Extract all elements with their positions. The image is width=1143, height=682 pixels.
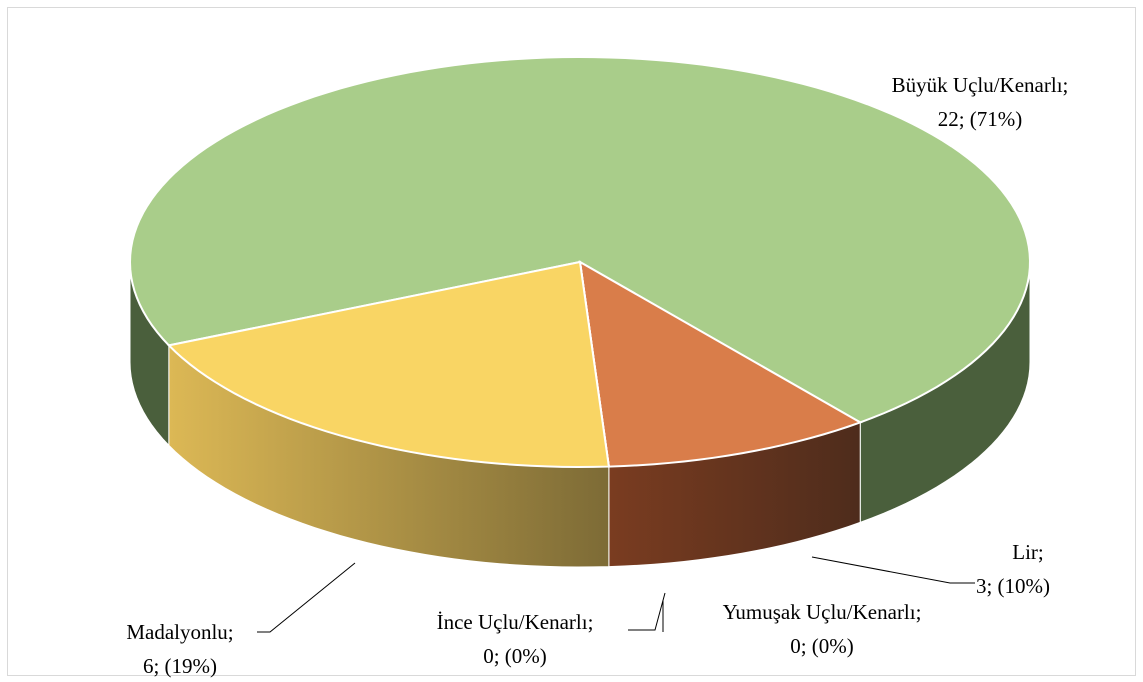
slice (578, 260, 863, 468)
data-label-name: İnce Uçlu/Kenarlı; (437, 610, 594, 634)
data-label-name: Lir; (1012, 540, 1044, 564)
data-label-value: 0; (0%) (483, 644, 547, 668)
data-label-name: Büyük Uçlu/Kenarlı; (892, 73, 1069, 97)
leader-line (257, 562, 356, 633)
leader-line (811, 556, 975, 584)
leader-line (628, 592, 666, 631)
data-label-value: 3; (10%) (976, 574, 1050, 598)
slice (166, 260, 611, 468)
data-label-value: 22; (71%) (938, 107, 1023, 131)
data-label-value: 6; (19%) (143, 654, 217, 678)
slice (128, 56, 1031, 424)
data-label-name: Madalyonlu; (126, 620, 233, 644)
data-label-value: 0; (0%) (790, 634, 854, 658)
data-label-name: Yumuşak Uçlu/Kenarlı; (723, 600, 922, 624)
